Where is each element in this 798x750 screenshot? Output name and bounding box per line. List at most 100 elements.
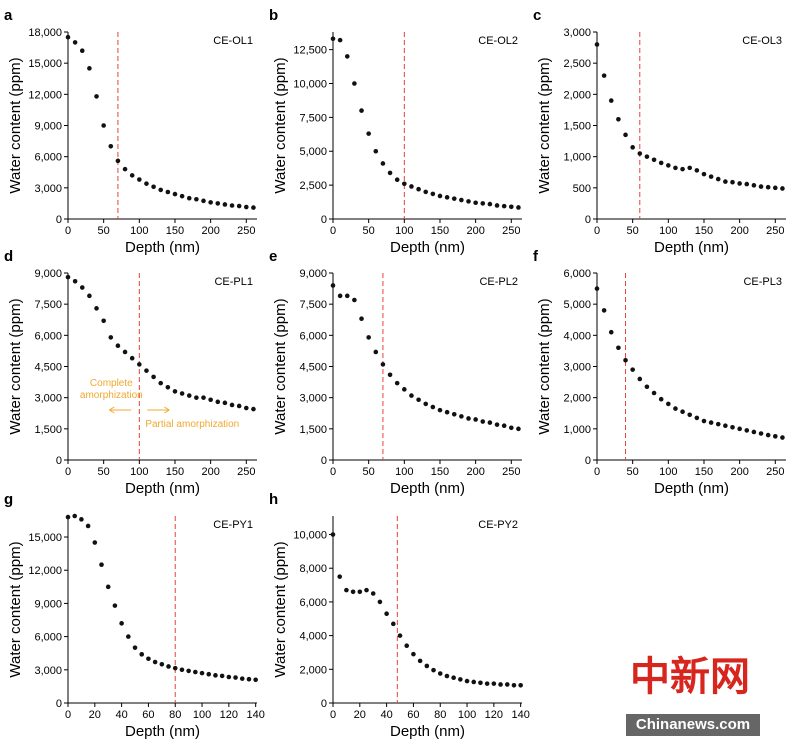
- data-point: [132, 645, 138, 650]
- watermark-site: Chinanews.com: [636, 716, 750, 733]
- data-point: [108, 143, 114, 149]
- data-point: [201, 198, 206, 204]
- data-point: [193, 669, 198, 675]
- data-point: [239, 676, 245, 681]
- data-point: [206, 671, 212, 677]
- data-point: [518, 683, 523, 688]
- data-point: [337, 293, 343, 299]
- data-point: [72, 513, 78, 519]
- data-point: [380, 161, 386, 166]
- data-point: [151, 374, 156, 380]
- data-point: [377, 599, 383, 605]
- data-point: [172, 665, 178, 671]
- data-point: [402, 181, 407, 187]
- x-tick-label: 150: [695, 225, 713, 237]
- x-tick-label: 120: [220, 709, 238, 721]
- x-tick-label: 0: [330, 466, 336, 478]
- data-point: [459, 197, 464, 203]
- data-point: [765, 432, 771, 438]
- data-point: [72, 40, 78, 45]
- data-point: [744, 181, 750, 187]
- data-point: [112, 603, 118, 608]
- panel-letter: c: [533, 7, 541, 24]
- data-point: [451, 675, 456, 681]
- data-point: [424, 663, 430, 669]
- data-point: [737, 426, 742, 432]
- panel-name: CE-OL3: [742, 35, 782, 47]
- data-point: [478, 680, 483, 686]
- data-point: [416, 397, 421, 403]
- data-point: [516, 205, 521, 210]
- data-point: [437, 407, 443, 413]
- data-point: [501, 203, 507, 209]
- y-tick-label: 2,500: [299, 180, 327, 192]
- data-point: [87, 66, 92, 71]
- y-tick-label: 9,000: [34, 268, 62, 280]
- x-tick-label: 100: [130, 466, 148, 478]
- x-tick-label: 50: [363, 466, 375, 478]
- data-point: [498, 682, 503, 687]
- y-tick-label: 2,000: [563, 393, 591, 405]
- data-point: [630, 367, 635, 372]
- x-tick-label: 150: [431, 466, 449, 478]
- data-point: [464, 678, 470, 684]
- data-point: [179, 193, 185, 199]
- y-tick-label: 4,500: [299, 362, 327, 374]
- data-point: [459, 414, 464, 419]
- annotation: Partial amorphization: [145, 419, 239, 430]
- data-point: [179, 667, 185, 673]
- data-point: [773, 434, 778, 439]
- data-point: [92, 540, 98, 545]
- y-tick-label: 4,500: [34, 362, 62, 374]
- y-tick-label: 2,000: [299, 664, 327, 676]
- data-point: [373, 349, 379, 355]
- arrow-left: [109, 406, 132, 414]
- data-point: [758, 184, 764, 189]
- data-point: [417, 658, 423, 664]
- data-point: [730, 179, 735, 185]
- y-tick-label: 0: [56, 698, 62, 710]
- x-axis-title: Depth (nm): [125, 723, 200, 740]
- x-tick-label: 50: [363, 225, 375, 237]
- y-tick-label: 9,000: [34, 121, 62, 133]
- data-point: [601, 308, 607, 313]
- x-tick-label: 40: [380, 709, 392, 721]
- data-point: [687, 165, 693, 171]
- data-point: [701, 171, 707, 177]
- data-point: [658, 396, 664, 402]
- data-point: [79, 48, 85, 53]
- data-point: [72, 279, 78, 284]
- x-tick-label: 250: [237, 225, 255, 237]
- data-point: [364, 587, 369, 593]
- x-tick-label: 200: [201, 466, 219, 478]
- y-tick-label: 9,000: [299, 268, 327, 280]
- data-point: [115, 343, 121, 349]
- y-axis-title: Water content (ppm): [7, 541, 24, 677]
- data-point: [233, 675, 238, 680]
- x-tick-label: 140: [246, 709, 264, 721]
- y-tick-label: 15,000: [28, 532, 62, 544]
- data-point: [126, 634, 131, 639]
- data-point: [330, 283, 336, 288]
- data-point: [480, 201, 486, 206]
- data-point: [511, 683, 517, 688]
- y-tick-label: 5,000: [563, 299, 591, 311]
- y-tick-label: 12,000: [28, 89, 62, 101]
- y-tick-label: 5,000: [299, 146, 327, 158]
- data-point: [701, 418, 707, 424]
- y-tick-label: 10,000: [293, 78, 327, 90]
- data-point: [594, 286, 600, 291]
- data-point: [608, 329, 614, 335]
- panel-name: CE-OL2: [478, 35, 518, 47]
- data-point: [344, 587, 349, 593]
- data-point: [158, 380, 164, 386]
- x-tick-label: 0: [330, 225, 336, 237]
- data-point: [637, 376, 643, 382]
- panel-letter: a: [4, 7, 13, 24]
- y-axis-title: Water content (ppm): [536, 57, 553, 193]
- data-point: [494, 203, 500, 208]
- panel-letter: e: [269, 248, 277, 265]
- data-point: [101, 318, 106, 324]
- x-tick-label: 0: [65, 709, 71, 721]
